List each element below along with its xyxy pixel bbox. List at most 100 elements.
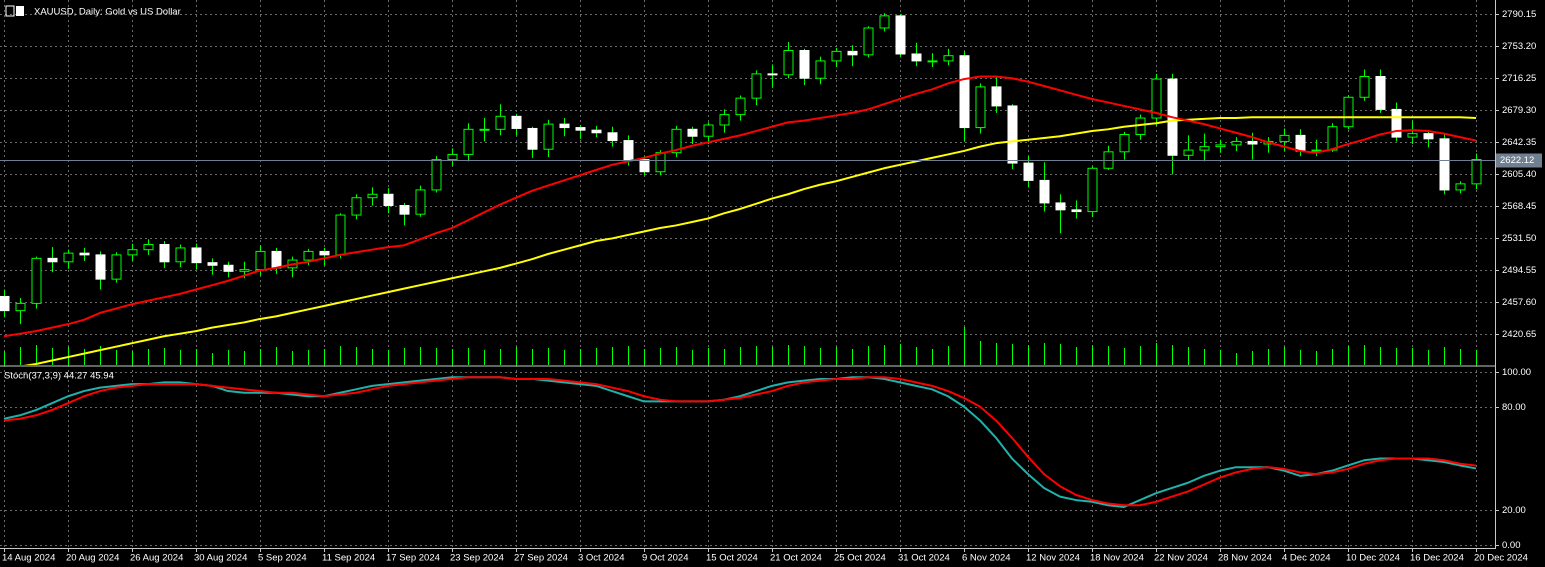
candle-body <box>1327 126 1338 151</box>
candle-body <box>1295 134 1306 152</box>
x-tick-label: 4 Dec 2024 <box>1282 553 1331 564</box>
candle-body <box>607 132 618 142</box>
y-tick-label: 2605.40 <box>1502 169 1536 180</box>
candle-body <box>767 73 778 76</box>
candle-body <box>159 243 170 263</box>
candle-body <box>1279 134 1290 142</box>
candle-body <box>1423 133 1434 140</box>
candle-body <box>143 243 154 251</box>
y-tick-label: 2420.65 <box>1502 329 1536 340</box>
x-tick-label: 21 Oct 2024 <box>770 553 822 564</box>
candle-body <box>1055 202 1066 211</box>
grid-layer <box>0 0 1495 548</box>
y-tick-label: 80.00 <box>1502 402 1526 413</box>
candle-body <box>703 124 714 137</box>
y-tick-label: 20.00 <box>1502 505 1526 516</box>
x-tick-label: 22 Nov 2024 <box>1154 553 1208 564</box>
indicator-line <box>3 376 1477 508</box>
candle-body <box>111 254 122 280</box>
y-tick-label: 2568.45 <box>1502 201 1536 212</box>
candle-body <box>1023 162 1034 181</box>
candle-body <box>63 252 74 263</box>
candle-body <box>0 295 10 312</box>
candle-body <box>783 50 794 76</box>
candle-body <box>719 114 730 126</box>
candle-body <box>207 262 218 266</box>
candle-body <box>879 15 890 29</box>
chart-title: XAUUSD, Daily: Gold vs US Dollar <box>34 7 181 18</box>
candle-body <box>1119 134 1130 153</box>
x-tick-label: 6 Nov 2024 <box>962 553 1011 564</box>
y-tick-label: 2494.55 <box>1502 265 1536 276</box>
candle-body <box>687 128 698 137</box>
candle-body <box>1215 144 1226 148</box>
y-tick-label: 0.00 <box>1502 540 1521 551</box>
x-tick-label: 20 Aug 2024 <box>66 553 119 564</box>
candle-body <box>127 249 138 256</box>
icon <box>5 5 15 17</box>
candle-body <box>1231 140 1242 146</box>
candle-body <box>495 115 506 130</box>
candle-body <box>831 50 842 62</box>
candle-body <box>1183 149 1194 156</box>
last-price-box <box>1496 153 1542 168</box>
candle-body <box>1471 159 1482 185</box>
x-tick-label: 30 Aug 2024 <box>194 553 247 564</box>
price-pane <box>0 13 1495 365</box>
candle-body <box>559 123 570 129</box>
y-tick-label: 2679.30 <box>1502 105 1536 116</box>
x-tick-label: 31 Oct 2024 <box>898 553 950 564</box>
candle-body <box>959 55 970 129</box>
candle-body <box>1247 140 1258 145</box>
candle-body <box>1135 117 1146 136</box>
candle-body <box>479 128 490 131</box>
candle-body <box>1439 138 1450 191</box>
candle-body <box>1039 179 1050 204</box>
candle-body <box>191 247 202 264</box>
candle-body <box>79 252 90 256</box>
candle-body <box>463 128 474 155</box>
y-tick-label: 2642.35 <box>1502 137 1536 148</box>
candle-body <box>543 123 554 150</box>
x-tick-label: 28 Nov 2024 <box>1218 553 1272 564</box>
candle-body <box>1455 183 1466 191</box>
candle-body <box>735 97 746 116</box>
x-tick-label: 16 Dec 2024 <box>1410 553 1464 564</box>
candle-body <box>671 128 682 154</box>
candle-body <box>223 264 234 272</box>
stoch-pane <box>3 376 1477 508</box>
candle-body <box>351 197 362 216</box>
y-tick-label: 2790.15 <box>1502 9 1536 20</box>
candle-body <box>815 60 826 79</box>
candle-body <box>1151 78 1162 119</box>
indicator-line <box>23 116 1477 365</box>
candle-body <box>31 257 42 304</box>
x-tick-label: 27 Sep 2024 <box>514 553 568 564</box>
x-tick-label: 15 Oct 2024 <box>706 553 758 564</box>
x-tick-label: 20 Dec 2024 <box>1474 553 1528 564</box>
candle-body <box>1343 96 1354 128</box>
candle-body <box>239 269 250 272</box>
y-tick-label: 2457.60 <box>1502 297 1536 308</box>
candle-body <box>799 50 810 79</box>
candle-body <box>1007 105 1018 164</box>
candle-body <box>975 86 986 129</box>
candle-body <box>911 53 922 62</box>
x-tick-label: 26 Aug 2024 <box>130 553 183 564</box>
candle-body <box>1407 133 1418 138</box>
y-tick-label: 2531.50 <box>1502 233 1536 244</box>
indicator-line <box>3 75 1477 338</box>
candle-body <box>47 257 58 263</box>
candle-body <box>1071 209 1082 213</box>
candle-body <box>383 193 394 207</box>
x-tick-label: 9 Oct 2024 <box>642 553 688 564</box>
x-tick-label: 3 Oct 2024 <box>578 553 624 564</box>
indicator-title: Stoch(37,3,9) 44.27 45.94 <box>4 371 114 382</box>
candle-body <box>1087 167 1098 213</box>
icon <box>16 6 24 16</box>
candle-body <box>527 127 538 150</box>
candle-body <box>271 250 282 269</box>
